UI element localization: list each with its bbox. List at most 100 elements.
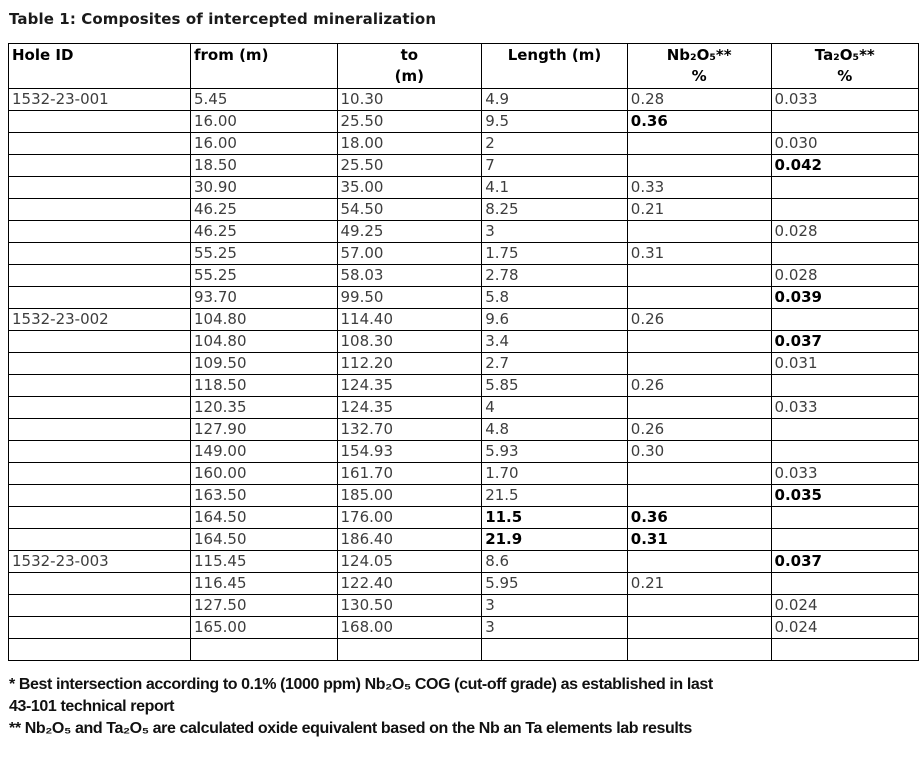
cell-to-m: 168.00 xyxy=(336,616,483,639)
cell-nb2o5-pct xyxy=(626,264,772,287)
table-row: 149.00 154.93 5.93 0.30 xyxy=(8,440,920,463)
cell-nb2o5-pct xyxy=(626,396,772,419)
cell-ta2o5-pct xyxy=(770,418,920,441)
table-row: 120.35 124.35 4 0.033 xyxy=(8,396,920,419)
table-row: 16.00 18.00 2 0.030 xyxy=(8,132,920,155)
cell-length-m: 2 xyxy=(481,132,628,155)
cell-ta2o5-pct: 0.024 xyxy=(770,594,920,617)
cell-nb2o5-pct: 0.36 xyxy=(626,506,772,529)
cell-to-m: 186.40 xyxy=(336,528,483,551)
col-header-nb2o5-pct: Nb₂O₅**% xyxy=(626,43,772,89)
cell-length-m: 4 xyxy=(481,396,628,419)
cell-nb2o5-pct: 0.30 xyxy=(626,440,772,463)
cell-ta2o5-pct: 0.042 xyxy=(770,154,920,177)
cell-ta2o5-pct xyxy=(770,528,920,551)
cell-length-m: 2.7 xyxy=(481,352,628,375)
cell-to-m: 130.50 xyxy=(336,594,483,617)
table-row: 30.90 35.00 4.1 0.33 xyxy=(8,176,920,199)
cell-from-m: 127.50 xyxy=(190,594,338,617)
cell-hole-id xyxy=(8,176,191,199)
table-row: 55.25 57.00 1.75 0.31 xyxy=(8,242,920,265)
footnote-line: * Best intersection according to 0.1% (1… xyxy=(9,676,713,693)
cell-length-m: 11.5 xyxy=(481,506,628,529)
cell-ta2o5-pct: 0.035 xyxy=(770,484,920,507)
cell-nb2o5-pct xyxy=(626,352,772,375)
cell-hole-id xyxy=(8,286,191,309)
cell-length-m: 2.78 xyxy=(481,264,628,287)
cell-nb2o5-pct: 0.28 xyxy=(626,88,772,111)
cell-hole-id xyxy=(8,594,191,617)
cell-length-m: 5.95 xyxy=(481,572,628,595)
cell-to-m: 54.50 xyxy=(336,198,483,221)
cell-ta2o5-pct: 0.039 xyxy=(770,286,920,309)
footnote-line: ** Nb₂O₅ and Ta₂O₅ are calculated oxide … xyxy=(9,720,692,737)
table-row: 116.45 122.40 5.95 0.21 xyxy=(8,572,920,595)
cell-nb2o5-pct xyxy=(626,484,772,507)
cell-hole-id xyxy=(8,572,191,595)
table-row: 164.50 176.00 11.5 0.36 xyxy=(8,506,920,529)
table-title: Table 1: Composites of intercepted miner… xyxy=(9,10,437,28)
cell-to-m: 161.70 xyxy=(336,462,483,485)
cell-to-m: 57.00 xyxy=(336,242,483,265)
cell-nb2o5-pct: 0.26 xyxy=(626,374,772,397)
cell-from-m: 16.00 xyxy=(190,132,338,155)
cell-hole-id xyxy=(8,462,191,485)
cell-ta2o5-pct xyxy=(770,572,920,595)
cell-hole-id xyxy=(8,110,191,133)
col-header-ta2o5-pct: Ta₂O₅**% xyxy=(770,43,920,89)
cell-to-m: 122.40 xyxy=(336,572,483,595)
cell-from-m xyxy=(190,638,338,661)
cell-from-m: 118.50 xyxy=(190,374,338,397)
cell-ta2o5-pct: 0.028 xyxy=(770,264,920,287)
cell-ta2o5-pct: 0.037 xyxy=(770,330,920,353)
cell-from-m: 46.25 xyxy=(190,220,338,243)
cell-nb2o5-pct xyxy=(626,462,772,485)
cell-hole-id xyxy=(8,242,191,265)
cell-hole-id xyxy=(8,330,191,353)
cell-to-m: 154.93 xyxy=(336,440,483,463)
table-row: 1532-23-002 104.80 114.40 9.6 0.26 xyxy=(8,308,920,331)
cell-to-m: 185.00 xyxy=(336,484,483,507)
table-row: 160.00 161.70 1.70 0.033 xyxy=(8,462,920,485)
cell-nb2o5-pct xyxy=(626,616,772,639)
cell-from-m: 30.90 xyxy=(190,176,338,199)
header-row: Hole ID from (m) to (m) Length (m) Nb₂O₅**% Ta… xyxy=(8,43,920,89)
cell-length-m: 7 xyxy=(481,154,628,177)
cell-ta2o5-pct: 0.031 xyxy=(770,352,920,375)
footnotes: * Best intersection according to 0.1% (1… xyxy=(9,674,914,740)
cell-ta2o5-pct xyxy=(770,242,920,265)
cell-hole-id xyxy=(8,374,191,397)
cell-hole-id xyxy=(8,506,191,529)
cell-from-m: 127.90 xyxy=(190,418,338,441)
cell-hole-id xyxy=(8,220,191,243)
cell-nb2o5-pct: 0.21 xyxy=(626,198,772,221)
table-row: 46.25 54.50 8.25 0.21 xyxy=(8,198,920,221)
cell-to-m: 112.20 xyxy=(336,352,483,375)
cell-length-m: 8.25 xyxy=(481,198,628,221)
cell-hole-id xyxy=(8,638,191,661)
cell-nb2o5-pct xyxy=(626,286,772,309)
cell-from-m: 165.00 xyxy=(190,616,338,639)
cell-to-m: 176.00 xyxy=(336,506,483,529)
cell-from-m: 164.50 xyxy=(190,506,338,529)
cell-from-m: 109.50 xyxy=(190,352,338,375)
cell-from-m: 5.45 xyxy=(190,88,338,111)
cell-from-m: 160.00 xyxy=(190,462,338,485)
cell-from-m: 55.25 xyxy=(190,242,338,265)
cell-hole-id xyxy=(8,418,191,441)
cell-from-m: 55.25 xyxy=(190,264,338,287)
cell-from-m: 46.25 xyxy=(190,198,338,221)
cell-length-m xyxy=(481,638,628,661)
cell-ta2o5-pct xyxy=(770,374,920,397)
cell-nb2o5-pct: 0.21 xyxy=(626,572,772,595)
cell-to-m: 25.50 xyxy=(336,110,483,133)
cell-to-m: 25.50 xyxy=(336,154,483,177)
cell-nb2o5-pct: 0.26 xyxy=(626,418,772,441)
table-header: Hole ID from (m) to (m) Length (m) Nb₂O₅**% Ta… xyxy=(8,43,920,89)
cell-to-m: 35.00 xyxy=(336,176,483,199)
table-row: 18.50 25.50 7 0.042 xyxy=(8,154,920,177)
cell-length-m: 3 xyxy=(481,616,628,639)
table-row: 164.50 186.40 21.9 0.31 xyxy=(8,528,920,551)
cell-to-m: 58.03 xyxy=(336,264,483,287)
